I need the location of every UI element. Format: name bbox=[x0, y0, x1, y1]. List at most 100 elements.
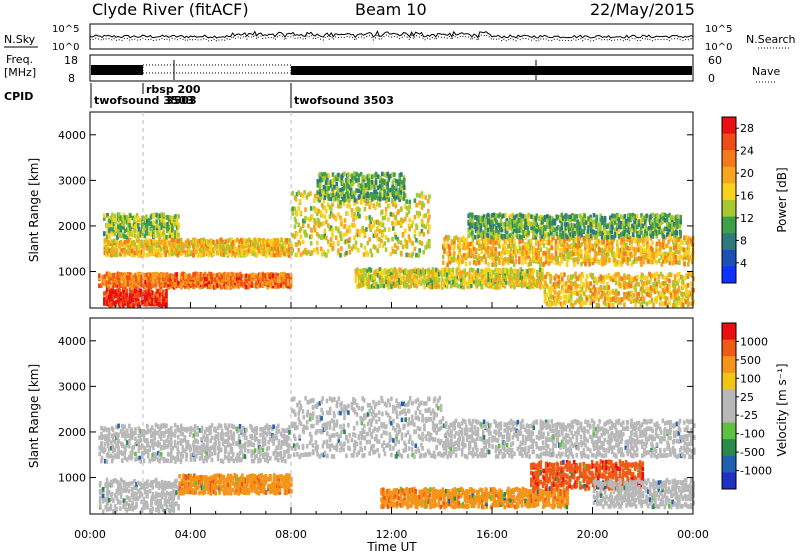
echo-cell bbox=[131, 274, 135, 279]
echo-cell bbox=[343, 185, 346, 191]
echo-cell bbox=[399, 194, 403, 200]
echo-cell bbox=[199, 280, 203, 285]
echo-cell bbox=[111, 230, 114, 236]
echo-cell bbox=[165, 293, 168, 299]
echo-cell bbox=[152, 241, 156, 247]
echo-cell bbox=[147, 218, 151, 223]
echo-cell bbox=[162, 233, 166, 239]
echo-cell bbox=[155, 248, 159, 253]
echo-cell bbox=[207, 239, 210, 245]
echo-cell bbox=[390, 267, 393, 273]
echo-cell bbox=[103, 250, 107, 255]
echo-cell bbox=[405, 199, 408, 204]
echo-cell bbox=[586, 243, 589, 249]
echo-cell bbox=[364, 272, 367, 278]
echo-cell bbox=[451, 272, 455, 277]
echo-cell bbox=[235, 283, 239, 289]
echo-cell bbox=[124, 282, 127, 287]
echo-cell bbox=[394, 249, 398, 255]
echo-cell bbox=[571, 302, 575, 308]
echo-cell bbox=[156, 301, 159, 307]
echo-cell bbox=[677, 300, 681, 306]
echo-cell bbox=[162, 289, 165, 294]
echo-cell bbox=[428, 224, 431, 230]
echo-cell bbox=[655, 252, 658, 258]
echo-cell bbox=[236, 247, 239, 252]
echo-cell bbox=[156, 277, 159, 283]
echo-cell bbox=[299, 226, 303, 232]
echo-cell bbox=[169, 276, 172, 281]
echo-cell bbox=[118, 232, 121, 237]
echo-cell bbox=[248, 282, 251, 287]
echo-cell bbox=[116, 288, 119, 293]
echo-cell bbox=[222, 252, 226, 257]
echo-cell bbox=[368, 195, 371, 200]
echo-cell bbox=[152, 225, 156, 230]
echo-cell bbox=[675, 238, 678, 244]
echo-cell bbox=[199, 276, 203, 282]
echo-cell bbox=[199, 282, 203, 288]
echo-cell bbox=[340, 221, 343, 227]
echo-cell bbox=[398, 284, 402, 289]
echo-cell bbox=[325, 219, 328, 225]
echo-cell bbox=[146, 292, 149, 297]
echo-cell bbox=[555, 231, 559, 236]
echo-cell bbox=[149, 287, 153, 293]
echo-cell bbox=[597, 222, 600, 228]
echo-cell bbox=[190, 240, 193, 245]
echo-cell bbox=[154, 277, 158, 283]
echo-cell bbox=[156, 223, 159, 228]
echo-cell bbox=[514, 259, 518, 264]
echo-cell bbox=[360, 243, 363, 248]
echo-cell bbox=[175, 225, 179, 230]
echo-cell bbox=[387, 227, 391, 232]
echo-cell bbox=[549, 275, 553, 281]
echo-cell bbox=[171, 227, 174, 232]
cpid-segment-2-suffix: 3503 bbox=[166, 94, 197, 107]
echo-cell bbox=[256, 237, 260, 243]
echo-cell bbox=[273, 245, 277, 250]
echo-cell bbox=[623, 275, 626, 281]
echo-cell bbox=[323, 251, 327, 257]
echo-cell bbox=[256, 245, 260, 250]
echo-cell bbox=[400, 252, 403, 257]
echo-cell bbox=[504, 257, 508, 263]
echo-cell bbox=[216, 249, 219, 255]
echo-cell bbox=[298, 241, 302, 246]
echo-cell bbox=[124, 239, 127, 245]
echo-cell bbox=[283, 275, 286, 281]
echo-cell bbox=[372, 203, 376, 208]
echo-cell bbox=[383, 241, 387, 246]
echo-cell bbox=[327, 202, 330, 208]
echo-cell bbox=[160, 302, 164, 308]
echo-cell bbox=[612, 274, 615, 279]
echo-cell bbox=[297, 190, 300, 195]
echo-cell bbox=[309, 191, 312, 196]
echo-cell bbox=[376, 248, 380, 254]
echo-cell bbox=[244, 282, 247, 287]
echo-cell bbox=[199, 248, 203, 254]
echo-cell bbox=[418, 231, 421, 237]
echo-cell bbox=[374, 219, 377, 225]
echo-cell bbox=[518, 239, 522, 244]
echo-cell bbox=[326, 190, 329, 196]
echo-cell bbox=[337, 240, 340, 245]
echo-cell bbox=[358, 207, 361, 213]
echo-cell bbox=[420, 228, 424, 234]
echo-cell bbox=[394, 214, 398, 220]
echo-cell bbox=[141, 228, 145, 233]
echo-cell bbox=[156, 296, 159, 302]
echo-cell bbox=[322, 205, 325, 210]
echo-cell bbox=[418, 248, 421, 253]
echo-cell bbox=[196, 239, 200, 244]
echo-cell bbox=[360, 228, 363, 234]
echo-cell bbox=[408, 226, 411, 232]
echo-cell bbox=[118, 220, 121, 225]
echo-cell bbox=[270, 243, 273, 248]
echo-cell bbox=[168, 249, 172, 255]
echo-cell bbox=[327, 223, 330, 228]
echo-cell bbox=[329, 183, 333, 188]
echo-cell bbox=[109, 297, 112, 302]
echo-cell bbox=[149, 301, 153, 307]
echo-cell bbox=[307, 223, 310, 229]
